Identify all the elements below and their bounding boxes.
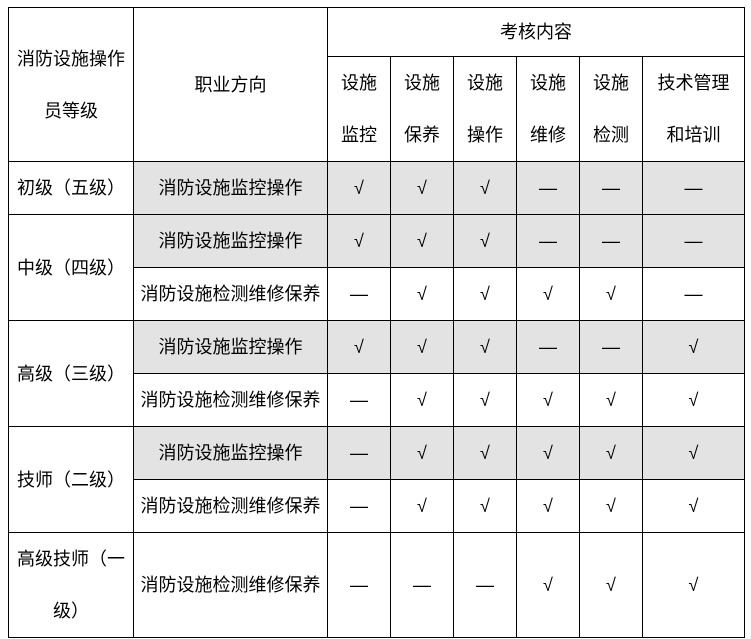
mark-cell: √ — [642, 532, 745, 638]
mark-cell: — — [516, 320, 580, 374]
direction-cell: 消防设施检测维修保养 — [133, 373, 328, 427]
level-column-header-line1: 消防设施操作 — [17, 48, 125, 69]
table-row: 中级（四级） 消防设施监控操作 √ √ √ — — — — [8, 214, 745, 321]
header-row-sub: 设施 监控 设施 保养 设施 操作 设施 维修 设施 检测 技术管理 和培训 — [9, 56, 745, 162]
mark-cell: — — [642, 267, 745, 321]
mark-cell: — — [327, 532, 391, 638]
subheader-facility-maintenance: 设施 保养 — [390, 56, 454, 162]
mark-cell: √ — [327, 214, 391, 268]
header-row-group: 消防设施操作 员等级 职业方向 考核内容 — [8, 7, 745, 162]
direction-column-header: 职业方向 — [133, 7, 328, 162]
subheader-facility-operation: 设施 操作 — [453, 56, 517, 162]
mark-cell: √ — [579, 426, 643, 480]
subheader-tech-management-training: 技术管理 和培训 — [642, 56, 745, 162]
level-cell: 技师（二级） — [8, 426, 134, 533]
direction-cell: 消防设施监控操作 — [133, 320, 328, 374]
mark-cell: √ — [390, 426, 454, 480]
direction-cell: 消防设施监控操作 — [133, 214, 328, 268]
direction-cell: 消防设施检测维修保养 — [133, 532, 328, 638]
mark-cell: — — [579, 161, 643, 215]
mark-cell: √ — [642, 320, 745, 374]
mark-cell: √ — [327, 161, 391, 215]
mark-cell: √ — [516, 267, 580, 321]
mark-cell: — — [327, 426, 391, 480]
mark-cell: √ — [390, 320, 454, 374]
mark-cell: √ — [453, 320, 517, 374]
mark-cell: √ — [642, 426, 745, 480]
mark-cell: √ — [453, 214, 517, 268]
level-column-header: 消防设施操作 员等级 — [8, 7, 134, 162]
mark-cell: √ — [390, 267, 454, 321]
table-row: 高级（三级） 消防设施监控操作 √ √ √ — — √ — [8, 320, 745, 427]
mark-cell: √ — [579, 532, 643, 638]
mark-cell: √ — [453, 161, 517, 215]
table-row: 初级（五级） 消防设施监控操作 √ √ √ — — — — [8, 161, 745, 215]
mark-cell: — — [642, 214, 745, 268]
mark-cell: √ — [390, 479, 454, 533]
mark-cell: √ — [453, 479, 517, 533]
mark-cell: √ — [516, 532, 580, 638]
direction-cell: 消防设施监控操作 — [133, 161, 328, 215]
subheader-facility-repair: 设施 维修 — [516, 56, 580, 162]
mark-cell: √ — [579, 267, 643, 321]
mark-cell: √ — [516, 426, 580, 480]
level-cell: 初级（五级） — [8, 161, 134, 215]
mark-cell: — — [390, 532, 454, 638]
table-row: 消防设施检测维修保养 — √ √ √ √ √ — [9, 479, 745, 533]
level-cell: 高级（三级） — [8, 320, 134, 427]
mark-cell: √ — [390, 373, 454, 427]
mark-cell: √ — [390, 161, 454, 215]
mark-cell: √ — [642, 373, 745, 427]
direction-cell: 消防设施监控操作 — [133, 426, 328, 480]
direction-cell: 消防设施检测维修保养 — [133, 479, 328, 533]
mark-cell: √ — [327, 320, 391, 374]
table-row: 高级技师（一 级） 消防设施检测维修保养 — — — √ √ √ — [8, 532, 745, 638]
mark-cell: √ — [516, 479, 580, 533]
mark-cell: — — [579, 320, 643, 374]
assessment-group-header: 考核内容 — [327, 7, 745, 57]
mark-cell: √ — [516, 373, 580, 427]
mark-cell: √ — [453, 426, 517, 480]
table-row: 技师（二级） 消防设施监控操作 — √ √ √ √ √ — [8, 426, 745, 533]
mark-cell: — — [642, 161, 745, 215]
subheader-facility-testing: 设施 检测 — [579, 56, 643, 162]
subheader-facility-monitoring: 设施 监控 — [327, 56, 391, 162]
assessment-table: 消防设施操作 员等级 职业方向 考核内容 设施 监控 设施 保养 设施 操作 设… — [8, 7, 745, 638]
mark-cell: √ — [390, 214, 454, 268]
level-cell-line1: 高级技师（一 — [17, 549, 125, 569]
level-cell-line2: 级） — [53, 601, 89, 621]
mark-cell: √ — [642, 479, 745, 533]
mark-cell: √ — [579, 479, 643, 533]
mark-cell: — — [327, 373, 391, 427]
mark-cell: √ — [579, 373, 643, 427]
level-column-header-line2: 员等级 — [44, 100, 98, 121]
mark-cell: — — [453, 532, 517, 638]
mark-cell: — — [327, 479, 391, 533]
mark-cell: √ — [453, 373, 517, 427]
mark-cell: — — [516, 214, 580, 268]
level-cell: 高级技师（一 级） — [8, 532, 134, 638]
mark-cell: — — [327, 267, 391, 321]
mark-cell: — — [516, 161, 580, 215]
direction-cell: 消防设施检测维修保养 — [133, 267, 328, 321]
mark-cell: √ — [453, 267, 517, 321]
mark-cell: — — [579, 214, 643, 268]
level-cell: 中级（四级） — [8, 214, 134, 321]
